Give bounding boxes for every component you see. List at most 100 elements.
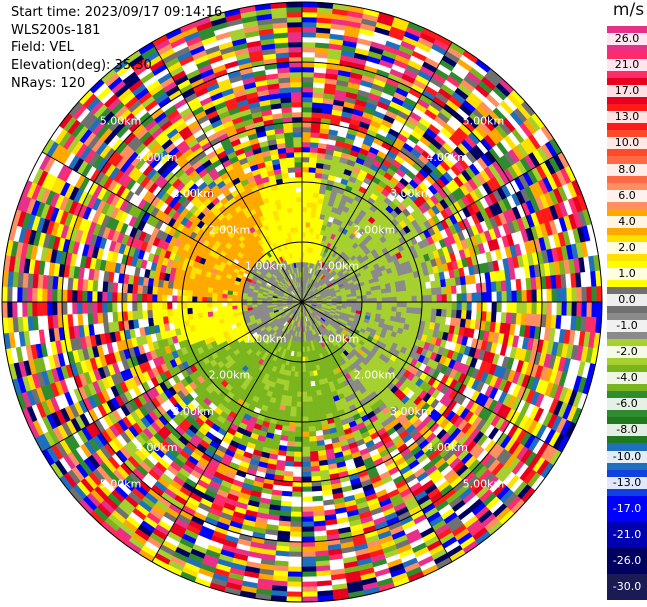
velocity-gate <box>308 426 316 433</box>
velocity-gate <box>309 445 318 453</box>
velocity-gate <box>511 290 518 303</box>
velocity-gate <box>306 196 314 203</box>
velocity-gate <box>301 16 318 23</box>
velocity-gate <box>288 426 296 433</box>
velocity-gate <box>586 286 593 303</box>
velocity-gate <box>288 546 303 553</box>
velocity-gate <box>301 81 314 88</box>
velocity-gate <box>486 291 493 303</box>
velocity-gate <box>311 112 323 119</box>
velocity-gate <box>301 166 310 173</box>
velocity-gate <box>292 381 299 388</box>
velocity-gate <box>293 446 303 453</box>
velocity-gate <box>293 456 303 463</box>
velocity-gate <box>371 293 378 299</box>
velocity-gate <box>571 301 578 317</box>
velocity-gate <box>460 310 468 320</box>
velocity-gate <box>309 146 319 154</box>
velocity-gate <box>446 301 453 311</box>
velocity-gate <box>301 171 310 178</box>
velocity-gate <box>426 288 433 296</box>
velocity-gate <box>451 293 458 303</box>
velocity-gate <box>312 400 319 407</box>
velocity-gate <box>596 286 603 303</box>
velocity-gate <box>441 301 448 310</box>
velocity-gate <box>301 431 310 438</box>
velocity-gate <box>471 292 478 303</box>
velocity-gate <box>283 465 294 473</box>
velocity-gate <box>301 216 307 223</box>
velocity-gate <box>304 351 308 358</box>
velocity-gate <box>301 421 309 428</box>
velocity-gate <box>285 400 292 407</box>
velocity-gate <box>366 301 373 306</box>
velocity-gate <box>291 486 303 493</box>
velocity-gate <box>451 301 458 311</box>
velocity-gate <box>301 376 307 383</box>
velocity-gate <box>296 391 303 398</box>
velocity-gate <box>304 346 308 353</box>
velocity-gate <box>301 536 315 543</box>
velocity-gate <box>401 306 408 314</box>
velocity-gate <box>301 401 308 408</box>
velocity-gate <box>301 21 317 28</box>
velocity-gate <box>301 141 311 148</box>
velocity-gate <box>366 294 373 299</box>
velocity-gate <box>301 366 306 373</box>
velocity-gate <box>516 290 523 303</box>
velocity-gate <box>591 301 598 318</box>
velocity-gate <box>566 301 573 317</box>
velocity-gate <box>310 136 320 144</box>
velocity-gate <box>400 312 407 319</box>
velocity-gate <box>286 581 303 588</box>
velocity-gate <box>476 301 483 312</box>
velocity-gate <box>351 296 358 300</box>
velocity-gate <box>395 311 402 318</box>
velocity-gate <box>306 206 313 213</box>
velocity-gate <box>301 506 314 513</box>
velocity-gate <box>309 440 318 448</box>
velocity-gate <box>481 301 488 312</box>
velocity-gate <box>301 236 306 243</box>
velocity-gate <box>526 289 533 303</box>
velocity-gate <box>485 311 492 323</box>
velocity-gate <box>406 295 413 303</box>
velocity-gate <box>301 481 312 488</box>
velocity-gate <box>292 471 303 478</box>
velocity-gate <box>301 516 314 523</box>
velocity-gate <box>310 460 320 468</box>
velocity-gate <box>301 1 318 8</box>
velocity-gate <box>301 381 307 388</box>
velocity-gate <box>396 291 403 298</box>
velocity-gate <box>401 296 408 303</box>
velocity-gate <box>288 556 303 563</box>
velocity-gate <box>416 295 423 303</box>
velocity-gate <box>310 465 321 473</box>
velocity-gate <box>301 526 315 533</box>
velocity-gate <box>400 285 407 292</box>
velocity-gate <box>301 356 306 363</box>
velocity-gate <box>380 288 387 294</box>
velocity-gate <box>301 511 314 518</box>
velocity-gate <box>391 306 398 313</box>
velocity-gate <box>521 289 528 303</box>
velocity-gate <box>481 292 488 303</box>
velocity-gate <box>296 401 303 408</box>
velocity-gate <box>294 441 303 448</box>
velocity-gate <box>301 36 317 43</box>
velocity-gate <box>310 131 321 139</box>
velocity-gate <box>301 111 313 118</box>
velocity-gate <box>301 441 310 448</box>
velocity-gate <box>301 426 310 433</box>
velocity-gate <box>460 284 468 294</box>
velocity-gate <box>356 301 363 306</box>
velocity-gate <box>301 161 310 168</box>
velocity-gate <box>421 295 428 303</box>
velocity-gate <box>301 586 318 593</box>
velocity-gate <box>286 596 303 603</box>
velocity-gate <box>295 421 303 428</box>
velocity-gate <box>301 76 315 83</box>
velocity-gate <box>287 431 296 438</box>
velocity-gate <box>381 305 388 312</box>
velocity-gate <box>301 501 313 508</box>
